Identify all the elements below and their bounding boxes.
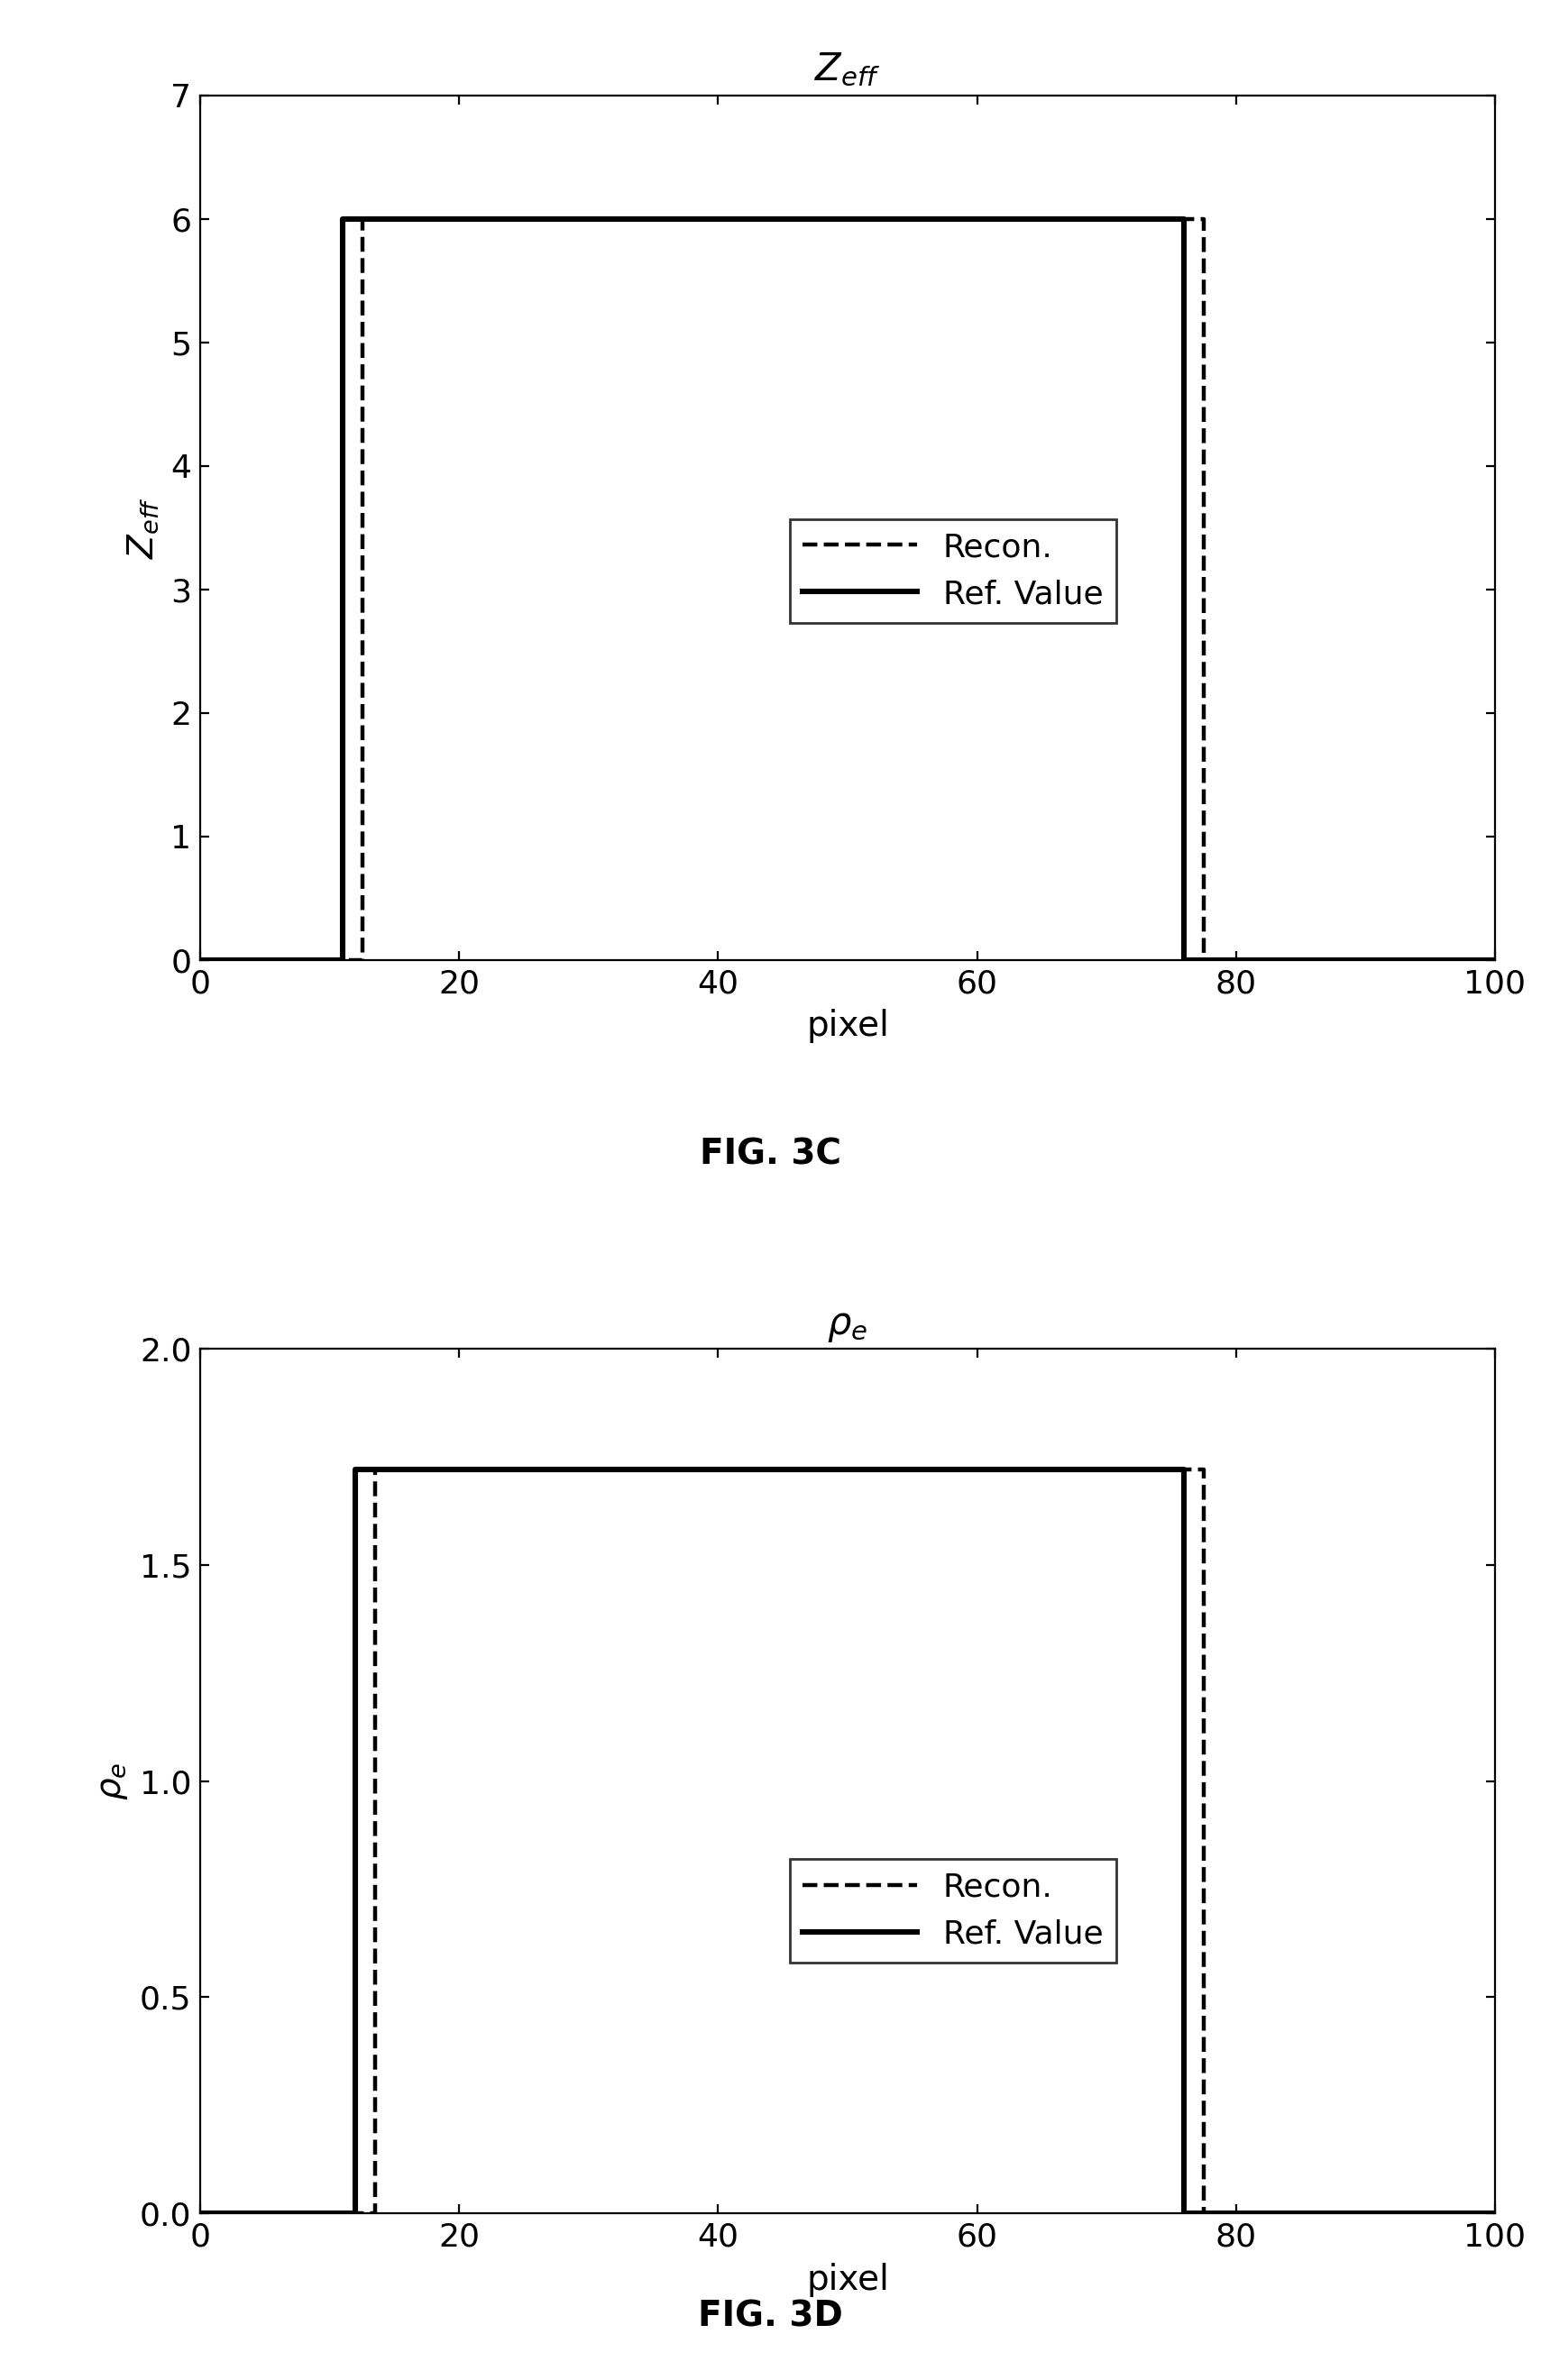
Ref. Value	[1174, 2199, 1193, 2228]
Text: FIG. 3C: FIG. 3C	[700, 1138, 841, 1171]
Recon.	[365, 2199, 384, 2228]
Recon.	[191, 945, 210, 973]
Legend: Recon., Ref. Value: Recon., Ref. Value	[791, 519, 1116, 624]
Y-axis label: $Z_{eff}$: $Z_{eff}$	[126, 497, 160, 559]
Recon.	[191, 2199, 210, 2228]
X-axis label: pixel: pixel	[806, 1009, 889, 1042]
Y-axis label: $\rho_e$: $\rho_e$	[96, 1761, 129, 1799]
Ref. Value	[333, 205, 351, 233]
Recon.	[1194, 1457, 1213, 1485]
Line: Ref. Value: Ref. Value	[200, 1471, 1495, 2213]
Ref. Value	[347, 2199, 365, 2228]
Line: Ref. Value: Ref. Value	[200, 219, 1495, 959]
Ref. Value	[1486, 2199, 1504, 2228]
Ref. Value	[191, 945, 210, 973]
Recon.	[365, 1457, 384, 1485]
Legend: Recon., Ref. Value: Recon., Ref. Value	[791, 1859, 1116, 1964]
Ref. Value	[347, 1457, 365, 1485]
Ref. Value	[1174, 945, 1193, 973]
Recon.	[1194, 2199, 1213, 2228]
Recon.	[1486, 2199, 1504, 2228]
Line: Recon.: Recon.	[200, 1471, 1495, 2213]
Recon.	[353, 945, 371, 973]
Ref. Value	[333, 945, 351, 973]
Recon.	[1486, 945, 1504, 973]
Recon.	[353, 205, 371, 233]
Text: FIG. 3D: FIG. 3D	[698, 2299, 843, 2335]
Ref. Value	[1486, 945, 1504, 973]
Recon.	[1194, 945, 1213, 973]
Ref. Value	[1174, 205, 1193, 233]
X-axis label: pixel: pixel	[806, 2263, 889, 2297]
Title: $\rho_e$: $\rho_e$	[828, 1307, 868, 1345]
Line: Recon.: Recon.	[200, 219, 1495, 959]
Recon.	[1194, 205, 1213, 233]
Ref. Value	[191, 2199, 210, 2228]
Ref. Value	[1174, 1457, 1193, 1485]
Title: $Z_{eff}$: $Z_{eff}$	[814, 50, 881, 88]
